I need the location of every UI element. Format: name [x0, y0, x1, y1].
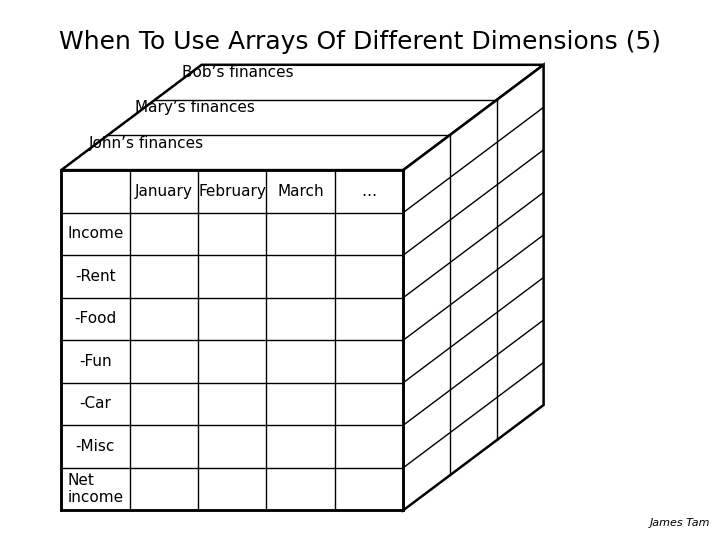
Polygon shape	[403, 65, 544, 510]
Text: John’s finances: John’s finances	[89, 136, 204, 151]
Text: March: March	[277, 184, 324, 199]
Text: -Car: -Car	[79, 396, 112, 411]
Text: -Misc: -Misc	[76, 439, 115, 454]
Polygon shape	[61, 170, 403, 510]
Text: -Food: -Food	[74, 312, 117, 327]
Text: February: February	[198, 184, 266, 199]
Polygon shape	[61, 65, 544, 170]
Text: …: …	[361, 184, 377, 199]
Text: -Rent: -Rent	[75, 269, 116, 284]
Text: Net
income: Net income	[68, 473, 123, 505]
Text: Mary’s finances: Mary’s finances	[135, 100, 256, 116]
Text: When To Use Arrays Of Different Dimensions (5): When To Use Arrays Of Different Dimensio…	[59, 30, 661, 53]
Text: Bob’s finances: Bob’s finances	[182, 65, 294, 80]
Text: -Fun: -Fun	[79, 354, 112, 369]
Text: January: January	[135, 184, 193, 199]
Text: James Tam: James Tam	[649, 518, 710, 528]
Text: Income: Income	[67, 226, 124, 241]
